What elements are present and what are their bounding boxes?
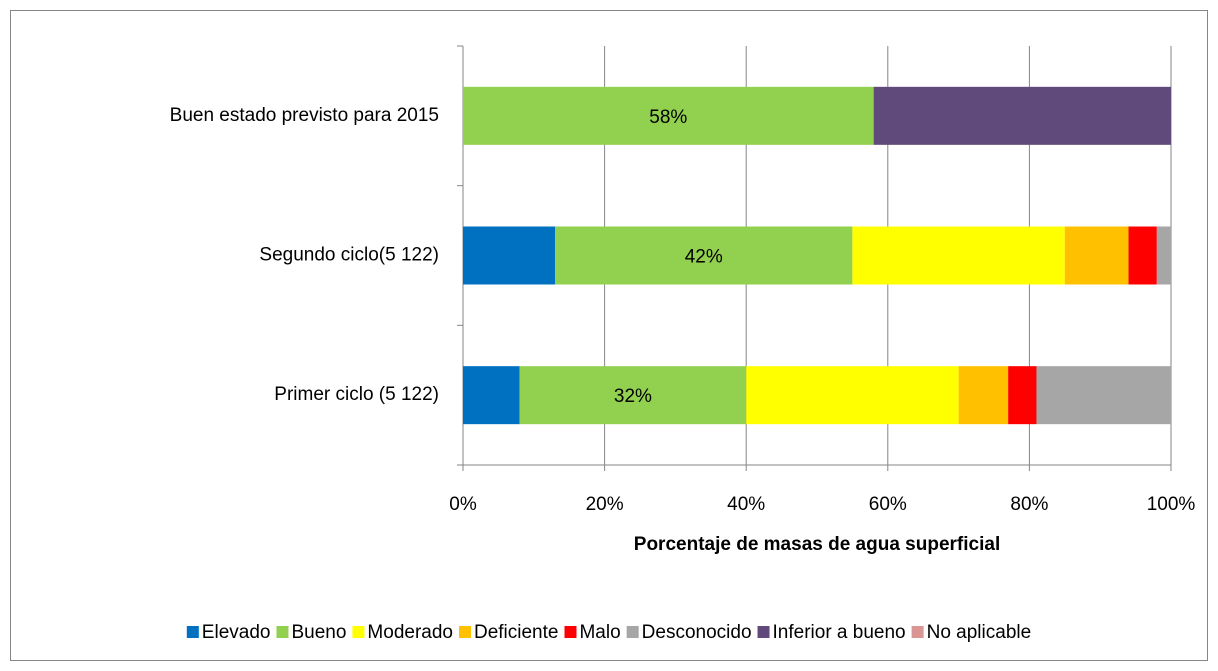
bar-segment <box>852 226 1065 285</box>
legend-label: Inferior a bueno <box>773 622 906 643</box>
legend-label: Moderado <box>367 622 453 643</box>
legend-swatch <box>352 626 365 638</box>
x-axis-label: Porcentaje de masas de agua superficial <box>634 534 1000 555</box>
bar-segment <box>463 226 556 285</box>
bar-segment <box>519 366 747 425</box>
legend-swatch <box>186 626 199 638</box>
bar-segment <box>1156 226 1171 285</box>
bar-segment <box>958 366 1009 425</box>
data-label: 58% <box>649 107 687 128</box>
bar-segment <box>873 86 1171 145</box>
x-tick-label: 60% <box>869 494 907 515</box>
x-tick-label: 40% <box>727 494 765 515</box>
legend-swatch <box>757 626 770 638</box>
bar-segment <box>1064 226 1129 285</box>
legend-swatch <box>911 626 924 638</box>
legend-swatch <box>626 626 639 638</box>
legend-label: No aplicable <box>927 622 1032 643</box>
legend-label: Elevado <box>202 622 271 643</box>
legend-label: Desconocido <box>642 622 752 643</box>
x-tick-label: 80% <box>1010 494 1048 515</box>
legend-label: Deficiente <box>474 622 559 643</box>
data-label: 32% <box>614 386 652 407</box>
y-tick-label: Primer ciclo (5 122) <box>274 384 439 405</box>
bar-segment <box>1008 366 1037 425</box>
x-tick-label: 0% <box>449 494 477 515</box>
bar-segment <box>1036 366 1171 425</box>
bar-segment <box>555 226 853 285</box>
bar-segment <box>746 366 959 425</box>
y-tick-label: Buen estado previsto para 2015 <box>170 105 439 126</box>
legend-label: Malo <box>579 622 620 643</box>
legend-label: Bueno <box>291 622 346 643</box>
x-tick-label: 20% <box>586 494 624 515</box>
y-tick-label: Segundo ciclo(5 122) <box>259 245 439 266</box>
bar-segment <box>1128 226 1157 285</box>
legend-swatch <box>458 626 471 638</box>
bar-segment <box>463 86 874 145</box>
legend-swatch <box>276 626 289 638</box>
data-label: 42% <box>685 247 723 268</box>
legend-swatch <box>564 626 577 638</box>
bar-segment <box>463 366 520 425</box>
x-tick-label: 100% <box>1147 494 1196 515</box>
